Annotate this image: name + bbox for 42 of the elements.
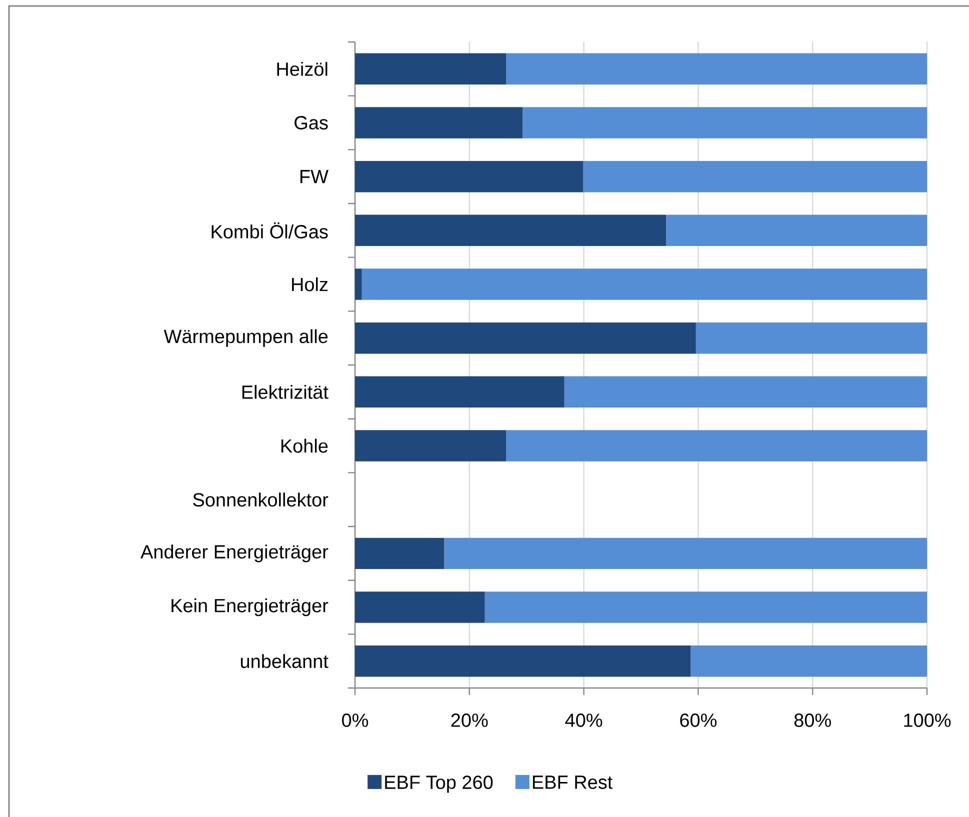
bar (522, 107, 928, 138)
y-tick-label: Anderer Energieträger (140, 544, 328, 562)
bar (355, 538, 444, 570)
bar (506, 53, 928, 85)
bar (690, 645, 928, 677)
y-tick-label: Wärmepumpen alle (164, 329, 328, 347)
bar (355, 268, 362, 300)
bar (355, 160, 584, 192)
y-tick-label: Elektrizität (242, 384, 328, 399)
x-tick-label: 80% (794, 714, 831, 727)
y-tick-label: Kombi Öl/Gas (212, 222, 328, 238)
x-tick-label: 100% (904, 714, 951, 727)
bar (355, 53, 506, 85)
bar (583, 160, 928, 192)
bar (564, 376, 928, 408)
y-tick-label: Gas (294, 116, 328, 130)
bar (355, 592, 485, 623)
legend-label: EBF Top 260 (385, 776, 493, 793)
bar (484, 592, 928, 623)
bar (666, 214, 928, 246)
bar (696, 322, 928, 354)
bar (444, 538, 928, 570)
y-tick-label: Heizöl (277, 62, 328, 76)
y-tick-label: Kein Energieträger (172, 598, 328, 616)
x-tick-label: 0% (342, 714, 368, 727)
x-tick-label: 60% (680, 714, 717, 727)
bar (355, 322, 696, 354)
legend-label: EBF Rest (532, 776, 613, 789)
bar (355, 645, 691, 677)
y-tick-label: Kohle (281, 438, 328, 453)
bar (355, 107, 523, 138)
bar (362, 268, 928, 300)
x-tick-label: 40% (565, 714, 602, 727)
bar (355, 430, 506, 462)
bar (506, 430, 928, 462)
y-tick-label: FW (300, 170, 328, 184)
x-tick-label: 20% (451, 714, 488, 727)
y-tick-label: unbekannt (240, 654, 328, 668)
y-tick-label: Holz (292, 277, 328, 292)
y-tick-label: Sonnenkollektor (193, 492, 328, 507)
bar (355, 214, 666, 246)
bar (355, 376, 564, 408)
